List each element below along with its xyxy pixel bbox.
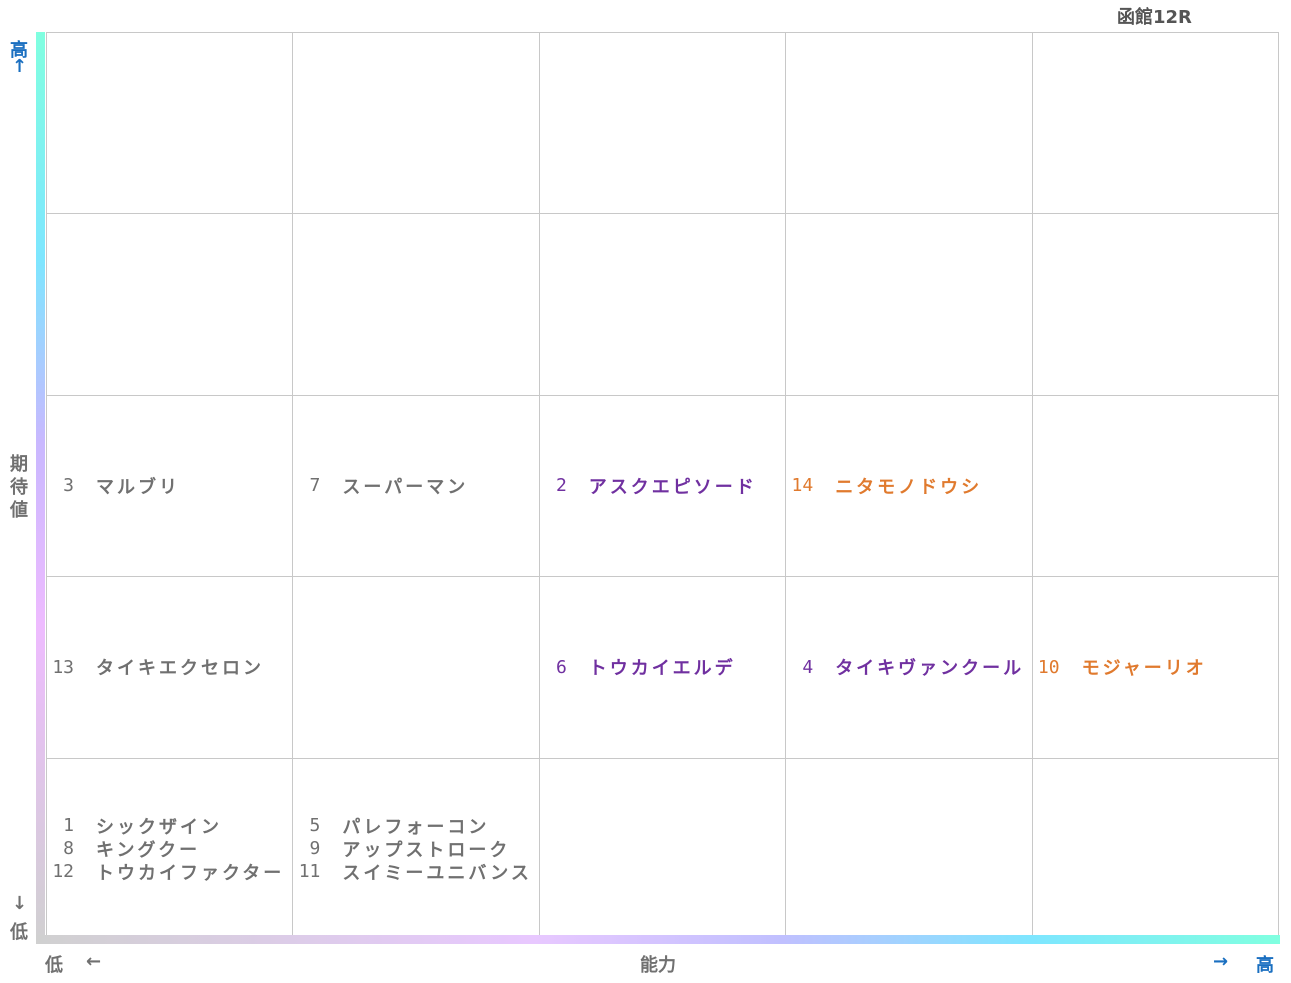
horse-name: マルブリ [96, 476, 180, 498]
y-high: 高 [10, 40, 28, 61]
cell [1031, 758, 1278, 940]
horse-number: 3 [63, 475, 74, 497]
horse-name: ニタモノドウシ [835, 476, 983, 498]
horse-name: シックザイン [96, 816, 222, 838]
cell [292, 214, 539, 396]
entry: 6 トウカイエルデ [540, 656, 785, 680]
cell [1031, 214, 1278, 396]
cell [46, 214, 293, 396]
cell: 6 トウカイエルデ [538, 577, 786, 759]
entry: 2 アスクエピソード [540, 474, 785, 498]
entry: 1 シックザイン [47, 814, 292, 838]
horse-number: 13 [52, 656, 74, 678]
grid: 3 マルブリ 7 スーパーマン 2 アスクエピソード 14 ニタモノドウシ 13 タイキエクセロン… [46, 32, 1279, 940]
entry: 13 タイキエクセロン [47, 656, 292, 680]
cell [1031, 395, 1278, 578]
horse-number: 12 [52, 861, 74, 883]
cell: 5 パレフォーコン 9 アップストローク 11 スイミーユニバンス [292, 758, 539, 940]
horse-number: 8 [63, 838, 74, 860]
y-low: 低 [10, 922, 28, 943]
entry: 11 スイミーユニバンス [293, 860, 538, 884]
cell [292, 33, 539, 215]
y-high-arrow: ↑ [12, 56, 28, 77]
horse-name: アップストローク [342, 839, 511, 861]
cell: 3 マルブリ [46, 395, 293, 578]
x-low: 低 [45, 955, 63, 976]
cell: 7 スーパーマン [292, 395, 539, 578]
entry: 10 モジャーリオ [1033, 656, 1278, 680]
horse-number: 7 [309, 475, 321, 497]
cell [785, 758, 1032, 940]
horse-name: トウカイファクター [96, 862, 285, 884]
entry: 9 アップストローク [293, 837, 538, 861]
x-low-arrow: ← [86, 951, 102, 972]
cell [538, 758, 786, 940]
y-axis-bar [36, 32, 45, 944]
cell [292, 577, 539, 759]
title: 函館12R [1117, 7, 1192, 28]
cell: 10 モジャーリオ [1031, 577, 1278, 759]
cell [538, 214, 786, 396]
x-axis-bar [36, 935, 1280, 944]
cell: 4 タイキヴァンクール [785, 577, 1032, 759]
cell [785, 214, 1032, 396]
cell [538, 33, 786, 215]
horse-number: 9 [309, 838, 321, 860]
entry: 7 スーパーマン [293, 474, 538, 498]
horse-name: モジャーリオ [1081, 658, 1207, 680]
horse-number: 14 [791, 475, 814, 497]
horse-name: キングクー [96, 839, 201, 861]
entry: 5 パレフォーコン [293, 814, 538, 838]
cell [785, 33, 1032, 215]
entry: 4 タイキヴァンクール [786, 656, 1031, 680]
horse-number: 5 [309, 815, 321, 837]
horse-name: パレフォーコン [342, 816, 490, 838]
horse-name: スイミーユニバンス [342, 862, 532, 884]
entry: 14 ニタモノドウシ [786, 474, 1031, 498]
entry: 3 マルブリ [47, 474, 292, 498]
cell: 1 シックザイン 8 キングクー 12 トウカイファクター [46, 758, 293, 940]
cell: 13 タイキエクセロン [46, 577, 293, 759]
cell [1031, 33, 1278, 215]
horse-name: トウカイエルデ [588, 658, 736, 680]
horse-number: 10 [1037, 656, 1060, 678]
cell: 2 アスクエピソード [538, 395, 786, 578]
cell: 14 ニタモノドウシ [785, 395, 1032, 578]
horse-name: タイキエクセロン [96, 658, 264, 680]
y-label: 期待値 [10, 454, 28, 521]
horse-number: 2 [555, 475, 567, 497]
entry: 8 キングクー [47, 837, 292, 861]
x-high-arrow: → [1213, 951, 1229, 972]
horse-name: タイキヴァンクール [835, 658, 1025, 680]
cell [46, 33, 293, 215]
horse-name: アスクエピソード [588, 476, 757, 498]
x-high: 高 [1256, 955, 1274, 976]
horse-number: 11 [298, 861, 321, 883]
horse-number: 1 [63, 815, 74, 837]
x-label: 能力 [640, 955, 676, 976]
horse-number: 4 [802, 656, 814, 678]
y-low-arrow: ↓ [12, 893, 28, 914]
horse-number: 6 [555, 656, 567, 678]
horse-name: スーパーマン [342, 476, 469, 498]
entry: 12 トウカイファクター [47, 860, 292, 884]
